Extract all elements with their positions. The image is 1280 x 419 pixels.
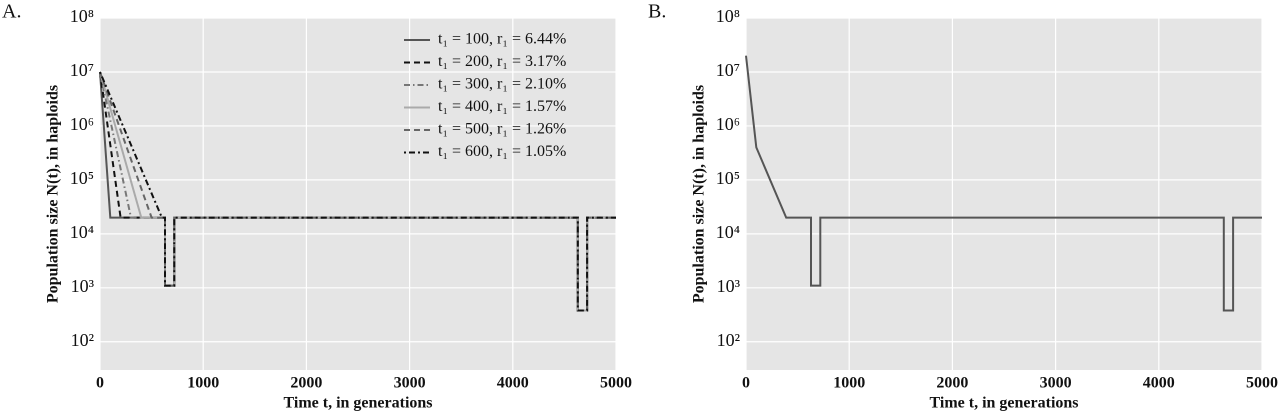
x-tick-label: 4000: [497, 375, 529, 392]
legend-label: t₁ = 100, r₁ = 6.44%: [438, 31, 566, 48]
legend-label: t₁ = 400, r₁ = 1.57%: [438, 98, 566, 115]
y-tick-label: 10³: [71, 276, 95, 296]
x-axis-label: Time t, in generations: [929, 395, 1078, 412]
panel-label: B.: [648, 1, 666, 23]
y-tick-label: 10⁶: [716, 114, 740, 134]
y-tick-label: 10⁴: [716, 222, 740, 242]
x-tick-label: 1000: [833, 375, 865, 392]
x-axis-label: Time t, in generations: [283, 395, 432, 412]
x-tick-label: 2000: [936, 375, 968, 392]
y-tick-label: 10²: [717, 330, 740, 350]
y-tick-label: 10⁸: [716, 6, 740, 26]
series-line: [745, 55, 1262, 312]
y-tick-label: 10⁴: [70, 222, 94, 242]
y-tick-label: 10⁶: [70, 114, 94, 134]
series-line: [99, 71, 616, 312]
legend-label: t₁ = 200, r₁ = 3.17%: [438, 53, 566, 70]
x-tick-label: 3000: [394, 375, 426, 392]
y-tick-label: 10²: [71, 330, 94, 350]
x-tick-label: 5000: [1246, 375, 1278, 392]
legend-label: t₁ = 300, r₁ = 2.10%: [438, 76, 566, 93]
y-tick-label: 10⁷: [716, 60, 740, 80]
plot-area: [746, 18, 1262, 370]
y-tick-label: 10⁸: [70, 6, 94, 26]
x-tick-label: 0: [96, 375, 104, 392]
x-tick-label: 1000: [187, 375, 219, 392]
x-tick-label: 4000: [1143, 375, 1175, 392]
y-tick-label: 10⁵: [70, 168, 94, 188]
x-tick-label: 2000: [290, 375, 322, 392]
x-tick-label: 0: [742, 375, 750, 392]
panel-label: A.: [2, 1, 21, 23]
plot-area: [100, 18, 616, 370]
y-tick-label: 10³: [717, 276, 741, 296]
y-tick-label: 10⁷: [70, 60, 94, 80]
legend-label: t₁ = 600, r₁ = 1.05%: [438, 143, 566, 160]
y-axis-label: Population size N(t), in haploids: [45, 85, 62, 303]
series-line: [99, 71, 616, 312]
x-tick-label: 3000: [1040, 375, 1072, 392]
x-tick-label: 5000: [600, 375, 632, 392]
legend-label: t₁ = 500, r₁ = 1.26%: [438, 121, 566, 138]
y-axis-label: Population size N(t), in haploids: [691, 85, 708, 303]
y-tick-label: 10⁵: [716, 168, 740, 188]
